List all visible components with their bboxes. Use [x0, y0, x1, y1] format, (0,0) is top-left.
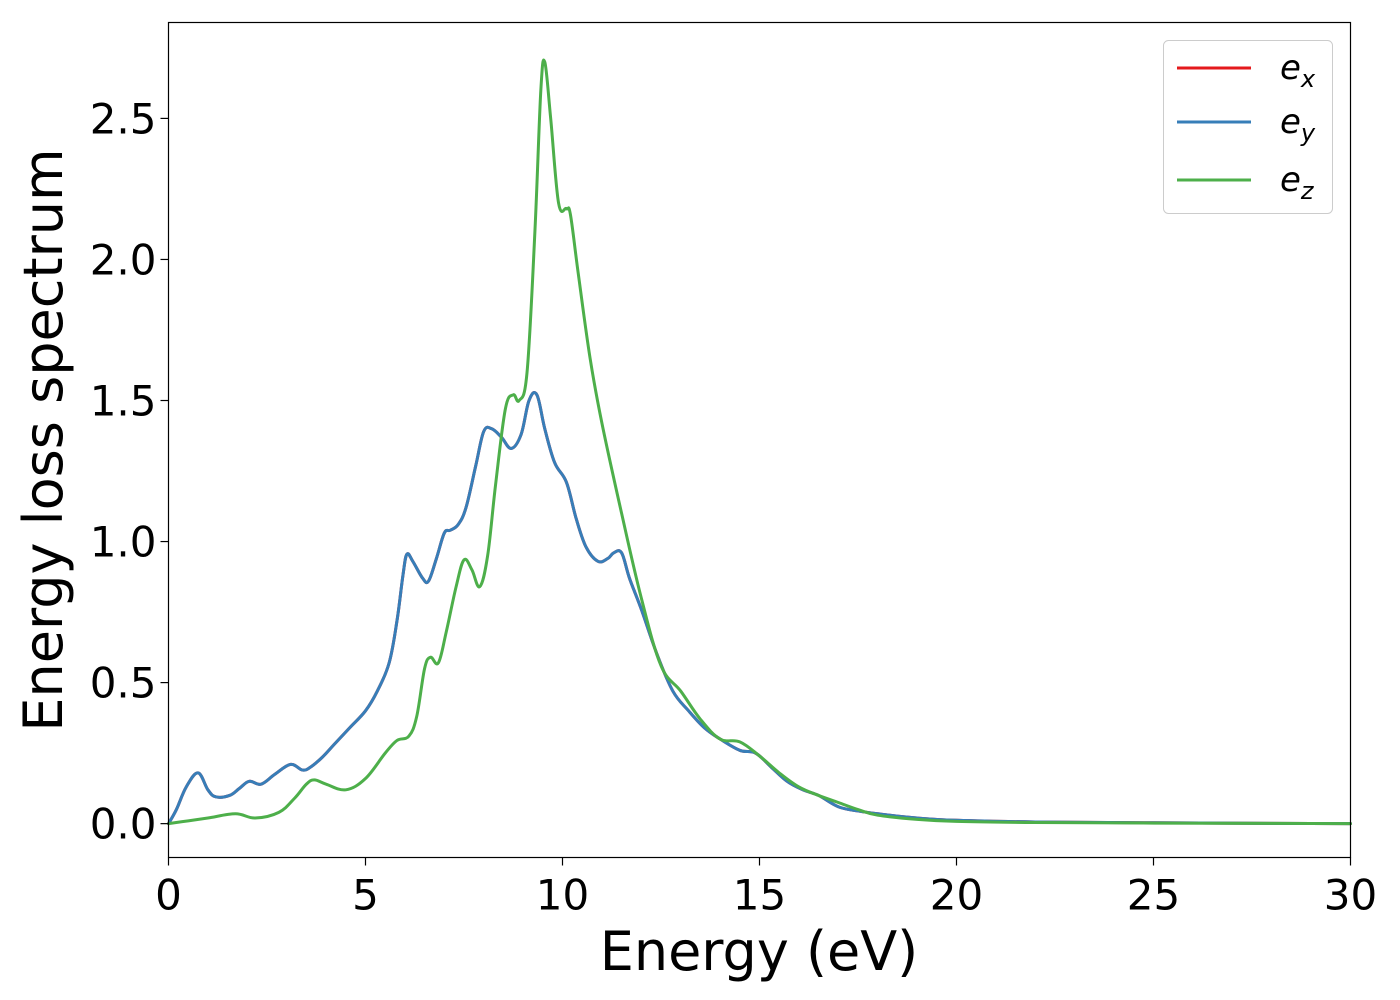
legend-label: ez — [1280, 160, 1315, 205]
y-axis-label: Energy loss spectrum — [12, 148, 75, 731]
y-tick-label: 0.0 — [90, 800, 157, 849]
x-tick-label: 25 — [1127, 871, 1180, 920]
legend-box — [1163, 40, 1333, 214]
x-tick-label: 10 — [536, 871, 589, 920]
y-tick-label: 2.5 — [90, 94, 157, 143]
legend-item-ez: ez — [1177, 160, 1315, 205]
legend-label: ex — [1280, 48, 1316, 93]
x-tick-label: 15 — [733, 871, 786, 920]
series-line-ez — [167, 58, 1352, 826]
x-tick-label: 20 — [930, 871, 983, 920]
legend-label: ey — [1280, 102, 1316, 147]
legend-item-ey: ey — [1177, 102, 1316, 147]
x-tick-label: 0 — [155, 871, 182, 920]
y-tick-label: 1.5 — [90, 377, 157, 426]
legend: ex ey ez — [1163, 40, 1333, 214]
y-tick-label: 1.0 — [90, 518, 157, 567]
x-axis: 0 5 10 15 20 25 30 — [155, 857, 1377, 920]
x-tick-label: 5 — [352, 871, 379, 920]
y-tick-label: 0.5 — [90, 659, 157, 708]
series-layer — [167, 58, 1352, 826]
x-axis-label: Energy (eV) — [600, 920, 919, 983]
legend-item-ex: ex — [1177, 48, 1316, 93]
y-axis: 0.0 0.5 1.0 1.5 2.0 2.5 — [90, 94, 169, 849]
series-line-ey — [167, 391, 1352, 826]
y-tick-label: 2.0 — [90, 235, 157, 284]
plot-area — [168, 22, 1351, 858]
x-tick-label: 30 — [1324, 871, 1377, 920]
